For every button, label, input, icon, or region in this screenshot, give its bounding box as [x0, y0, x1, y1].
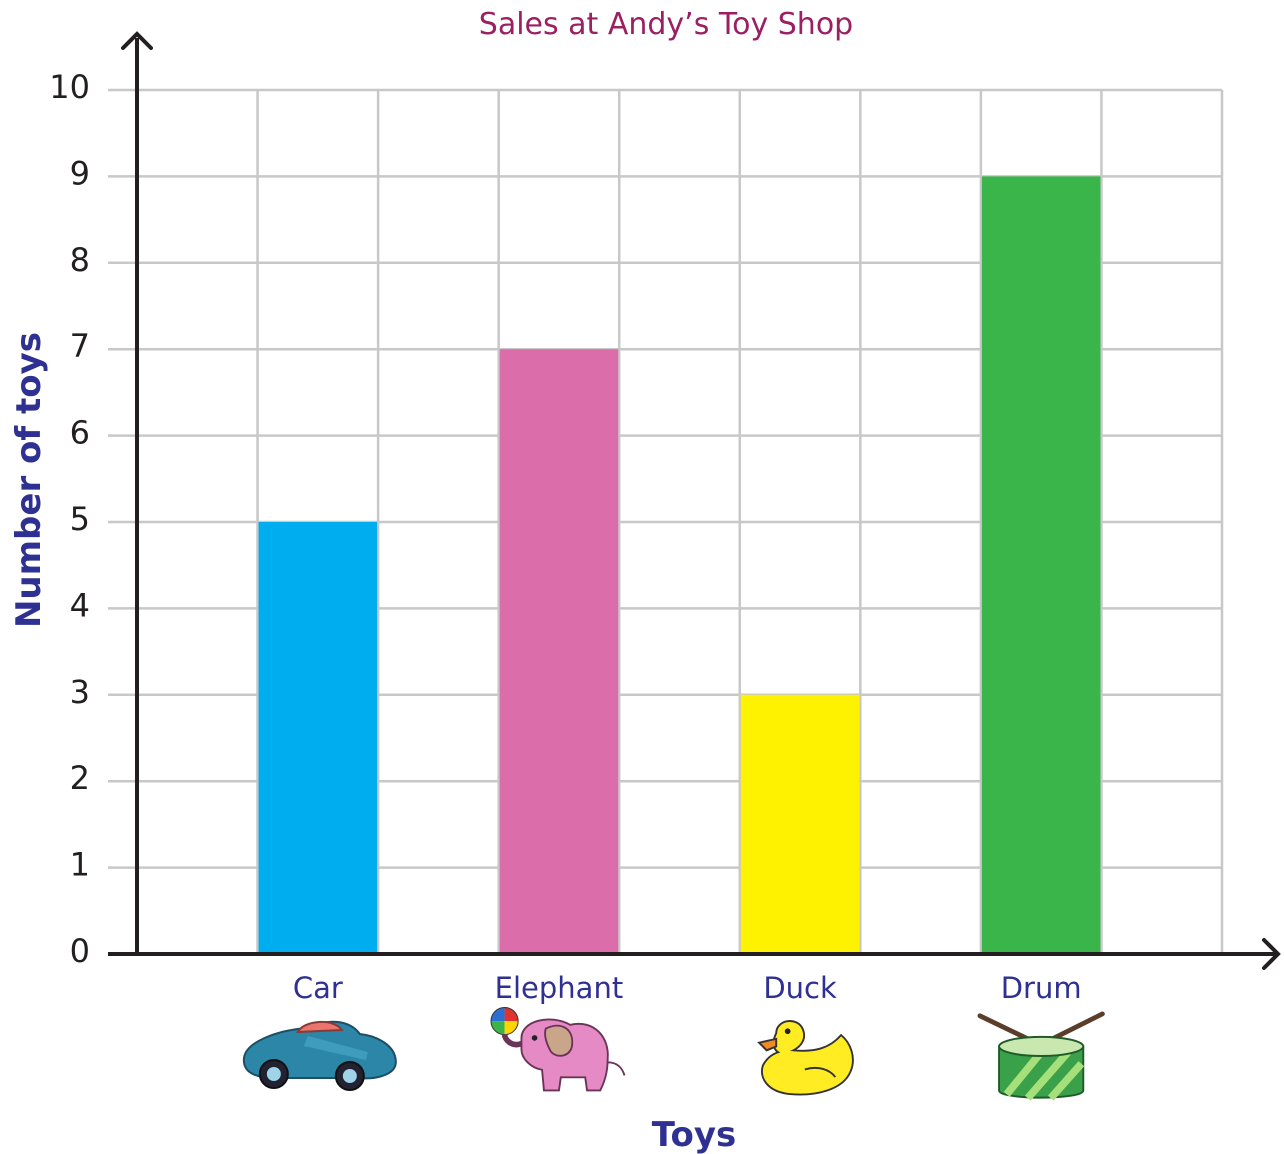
bars [258, 176, 1101, 954]
y-tick-label: 0 [70, 932, 90, 970]
toy-car-icon [242, 1020, 397, 1091]
y-axis-title: Number of toys [9, 332, 49, 628]
y-tick-label: 4 [70, 586, 90, 624]
x-tick-label: Duck [763, 971, 837, 1005]
category-icons [242, 1008, 1103, 1098]
bar-drum [981, 176, 1101, 954]
rubber-duck-icon [758, 1020, 854, 1096]
bar-duck [740, 694, 860, 954]
y-tick-label: 6 [70, 414, 90, 452]
x-tick-label: Elephant [495, 971, 624, 1005]
toy-elephant-icon [491, 1008, 624, 1091]
x-axis-title: Toys [652, 1115, 736, 1154]
y-tick-label: 5 [70, 500, 90, 538]
y-tick-label: 8 [70, 241, 90, 279]
chart-title: Sales at Andy’s Toy Shop [479, 7, 853, 42]
y-axis-arrow [121, 31, 153, 50]
x-axis-arrow [1262, 938, 1281, 970]
y-tick-label: 9 [70, 154, 90, 192]
y-tick-label: 7 [70, 327, 90, 365]
axes [108, 31, 1281, 970]
y-tick-label: 2 [70, 759, 90, 797]
x-category-labels: Car Elephant Duck Drum [293, 971, 1082, 1005]
y-tick-label: 1 [70, 846, 90, 884]
x-tick-label: Drum [1001, 971, 1082, 1005]
bar-elephant [499, 349, 619, 954]
bar-car [258, 522, 378, 954]
y-tick-labels: 0 1 2 3 4 5 6 7 8 9 10 [49, 68, 90, 970]
toy-drum-icon [980, 1014, 1103, 1098]
x-tick-label: Car [293, 971, 343, 1005]
y-tick-label: 3 [70, 673, 90, 711]
y-tick-label: 10 [49, 68, 90, 106]
